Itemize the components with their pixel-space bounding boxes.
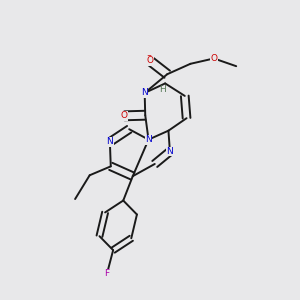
Text: O: O <box>146 56 154 65</box>
Text: N: N <box>167 147 173 156</box>
Text: N: N <box>145 135 152 144</box>
Text: N: N <box>106 137 113 146</box>
Text: O: O <box>121 111 128 120</box>
Text: O: O <box>146 56 154 65</box>
Text: F: F <box>104 269 110 278</box>
Text: F: F <box>104 269 110 278</box>
Text: O: O <box>210 54 218 63</box>
Text: N: N <box>141 88 148 98</box>
Text: O: O <box>121 111 128 120</box>
Text: H: H <box>159 85 166 94</box>
Text: N: N <box>141 88 148 98</box>
Text: N: N <box>145 135 152 144</box>
Text: O: O <box>210 54 218 63</box>
Text: N: N <box>106 137 113 146</box>
Text: O: O <box>145 55 152 64</box>
Text: O: O <box>210 54 218 63</box>
Text: N: N <box>167 147 173 156</box>
